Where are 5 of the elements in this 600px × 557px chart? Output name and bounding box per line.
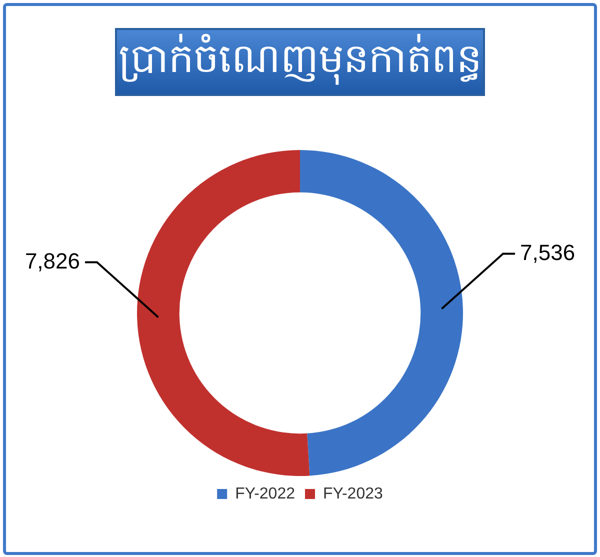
data-label: 7,826 <box>24 248 80 274</box>
legend-label: FY-2022 <box>235 485 296 502</box>
data-label: 7,536 <box>520 240 576 265</box>
chart-title: ប្រាក់ចំណេញមុនកាត់ពន្ធ <box>115 28 485 96</box>
legend-label: FY-2023 <box>323 485 383 502</box>
